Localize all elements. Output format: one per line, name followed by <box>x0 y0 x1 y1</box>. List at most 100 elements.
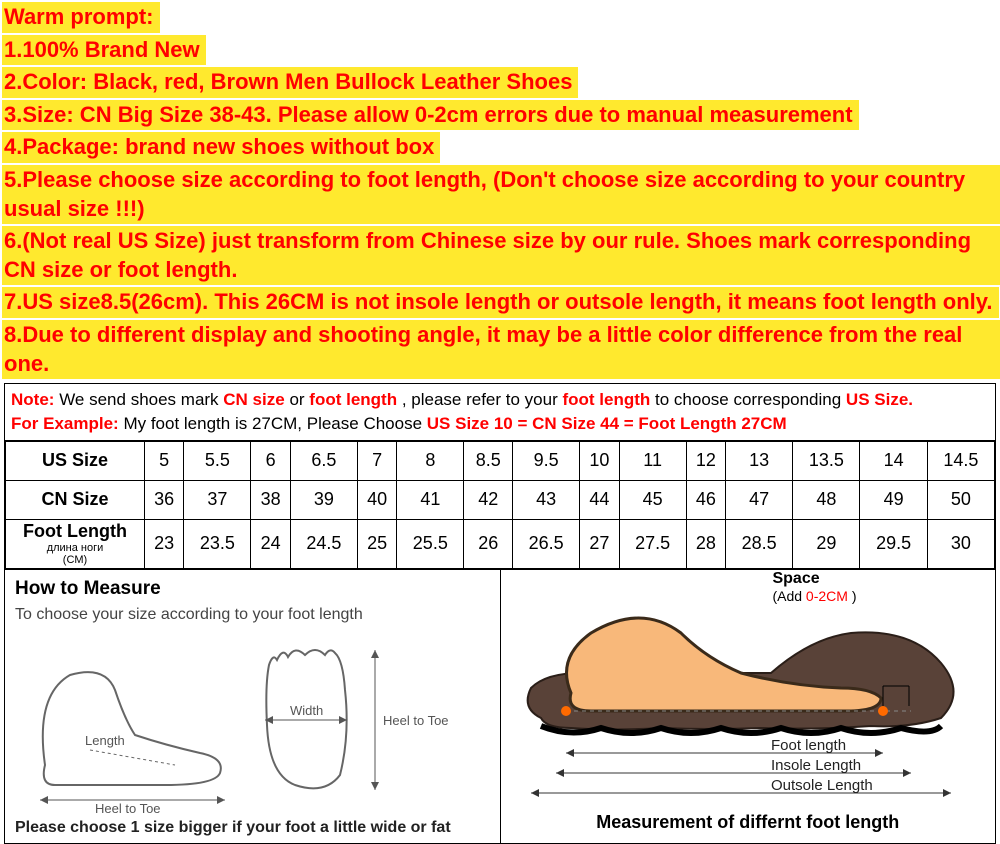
foot-cell: 26 <box>464 519 513 568</box>
foot-length-diagram-panel: Space (Add 0-2CM ) <box>501 570 996 843</box>
table-row-us: US Size 5 5.5 6 6.5 7 8 8.5 9.5 10 11 12… <box>6 441 995 480</box>
cn-size-cell: 43 <box>513 480 580 519</box>
foot-length-text: Foot Length <box>23 521 127 541</box>
width-label: Width <box>290 703 323 718</box>
note-text: to choose corresponding <box>655 390 846 409</box>
note-text: We send shoes mark <box>59 390 223 409</box>
how-to-measure-panel: How to Measure To choose your size accor… <box>5 570 501 843</box>
foot-length-cm: (CM) <box>10 554 140 566</box>
cn-size-cell: 37 <box>184 480 251 519</box>
foot-cell: 24.5 <box>290 519 357 568</box>
us-size-cell: 12 <box>686 441 725 480</box>
space-value: 0-2CM <box>802 588 852 604</box>
foot-cell: 27 <box>580 519 619 568</box>
us-size-cell: 9.5 <box>513 441 580 480</box>
foot-side-icon: Length Heel to Toe <box>15 635 235 815</box>
us-size-cell: 14.5 <box>927 441 994 480</box>
how-to-measure-sub: To choose your size according to your fo… <box>15 606 490 624</box>
note-example-value: US Size 10 = CN Size 44 = Foot Length 27… <box>427 414 787 433</box>
foot-cell: 29.5 <box>860 519 927 568</box>
table-row-cn: CN Size 36 37 38 39 40 41 42 43 44 45 46… <box>6 480 995 519</box>
cn-size-cell: 47 <box>725 480 792 519</box>
measurement-caption: Measurement of differnt foot length <box>511 812 986 833</box>
note-row: Note: We send shoes mark CN size or foot… <box>5 384 995 441</box>
warm-prompt-line: 8.Due to different display and shooting … <box>2 320 1000 379</box>
note-cn-size: CN size <box>223 390 284 409</box>
warm-prompt-title: Warm prompt: <box>2 2 160 33</box>
heel-to-toe-label: Heel to Toe <box>95 801 161 815</box>
note-us-size: US Size. <box>846 390 913 409</box>
space-close: ) <box>852 588 857 604</box>
warm-prompt-line: 5.Please choose size according to foot l… <box>2 165 1000 224</box>
size-table: US Size 5 5.5 6 6.5 7 8 8.5 9.5 10 11 12… <box>5 441 995 569</box>
foot-cell: 30 <box>927 519 994 568</box>
cn-size-cell: 46 <box>686 480 725 519</box>
foot-cell: 23 <box>145 519 184 568</box>
note-text: My foot length is 27CM, Please Choose <box>123 414 426 433</box>
us-size-cell: 10 <box>580 441 619 480</box>
cn-size-cell: 41 <box>397 480 464 519</box>
cn-size-cell: 50 <box>927 480 994 519</box>
measure-row: How to Measure To choose your size accor… <box>5 569 995 843</box>
us-size-cell: 13 <box>725 441 792 480</box>
foot-cell: 28 <box>686 519 725 568</box>
cn-size-label: CN Size <box>6 480 145 519</box>
warm-prompt-block: Warm prompt: 1.100% Brand New 2.Color: B… <box>0 0 1000 381</box>
shoe-cross-section-icon: Foot length Insole Length Outsole Length <box>511 578 981 808</box>
us-size-cell: 8.5 <box>464 441 513 480</box>
cn-size-cell: 36 <box>145 480 184 519</box>
foot-cell: 26.5 <box>513 519 580 568</box>
us-size-cell: 7 <box>357 441 396 480</box>
warm-prompt-line: 3.Size: CN Big Size 38-43. Please allow … <box>2 100 859 131</box>
warm-prompt-line: 7.US size8.5(26cm). This 26CM is not ins… <box>2 287 999 318</box>
size-chart-box: Note: We send shoes mark CN size or foot… <box>4 383 996 844</box>
space-add: (Add <box>772 588 802 604</box>
cn-size-cell: 40 <box>357 480 396 519</box>
us-size-cell: 6 <box>251 441 290 480</box>
note-text: , please refer to your <box>402 390 563 409</box>
table-row-foot: Foot Length длина ноги (CM) 23 23.5 24 2… <box>6 519 995 568</box>
foot-cell: 24 <box>251 519 290 568</box>
foot-length-text: Foot length <box>771 737 846 754</box>
foot-cell: 25 <box>357 519 396 568</box>
note-foot-length: foot length <box>562 390 650 409</box>
warm-prompt-line: 2.Color: Black, red, Brown Men Bullock L… <box>2 67 578 98</box>
warm-prompt-line: 4.Package: brand new shoes without box <box>2 132 440 163</box>
foot-cell: 28.5 <box>725 519 792 568</box>
foot-cell: 29 <box>793 519 860 568</box>
foot-cell: 23.5 <box>184 519 251 568</box>
us-size-cell: 8 <box>397 441 464 480</box>
us-size-cell: 5.5 <box>184 441 251 480</box>
heel-to-toe-label-v: Heel to Toe <box>383 713 449 728</box>
cn-size-cell: 44 <box>580 480 619 519</box>
us-size-cell: 6.5 <box>290 441 357 480</box>
note-example-label: For Example: <box>11 414 119 433</box>
space-text: Space <box>772 570 819 587</box>
foot-length-label: Foot Length длина ноги (CM) <box>6 519 145 568</box>
cn-size-cell: 38 <box>251 480 290 519</box>
outsole-length-text: Outsole Length <box>771 777 873 794</box>
foot-cell: 27.5 <box>619 519 686 568</box>
us-size-cell: 13.5 <box>793 441 860 480</box>
note-foot-length: foot length <box>309 390 397 409</box>
cn-size-cell: 49 <box>860 480 927 519</box>
foot-diagram: Length Heel to Toe Width <box>15 630 490 815</box>
note-label: Note: <box>11 390 54 409</box>
warm-prompt-line: 1.100% Brand New <box>2 35 206 66</box>
warm-prompt-line: 6.(Not real US Size) just transform from… <box>2 226 1000 285</box>
choose-bigger-note: Please choose 1 size bigger if your foot… <box>15 819 490 837</box>
foot-cell: 25.5 <box>397 519 464 568</box>
foot-top-icon: Width Heel to Toe <box>255 635 455 815</box>
us-size-cell: 5 <box>145 441 184 480</box>
cn-size-cell: 39 <box>290 480 357 519</box>
us-size-cell: 11 <box>619 441 686 480</box>
cn-size-cell: 48 <box>793 480 860 519</box>
us-size-label: US Size <box>6 441 145 480</box>
foot-length-ru: длина ноги <box>10 542 140 554</box>
how-to-measure-title: How to Measure <box>15 578 490 600</box>
space-label: Space (Add 0-2CM ) <box>772 570 856 606</box>
insole-length-text: Insole Length <box>771 757 861 774</box>
cn-size-cell: 42 <box>464 480 513 519</box>
cn-size-cell: 45 <box>619 480 686 519</box>
note-text: or <box>289 390 309 409</box>
